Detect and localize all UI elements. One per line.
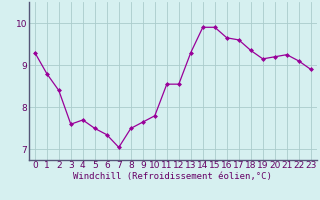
X-axis label: Windchill (Refroidissement éolien,°C): Windchill (Refroidissement éolien,°C) [73, 172, 272, 181]
